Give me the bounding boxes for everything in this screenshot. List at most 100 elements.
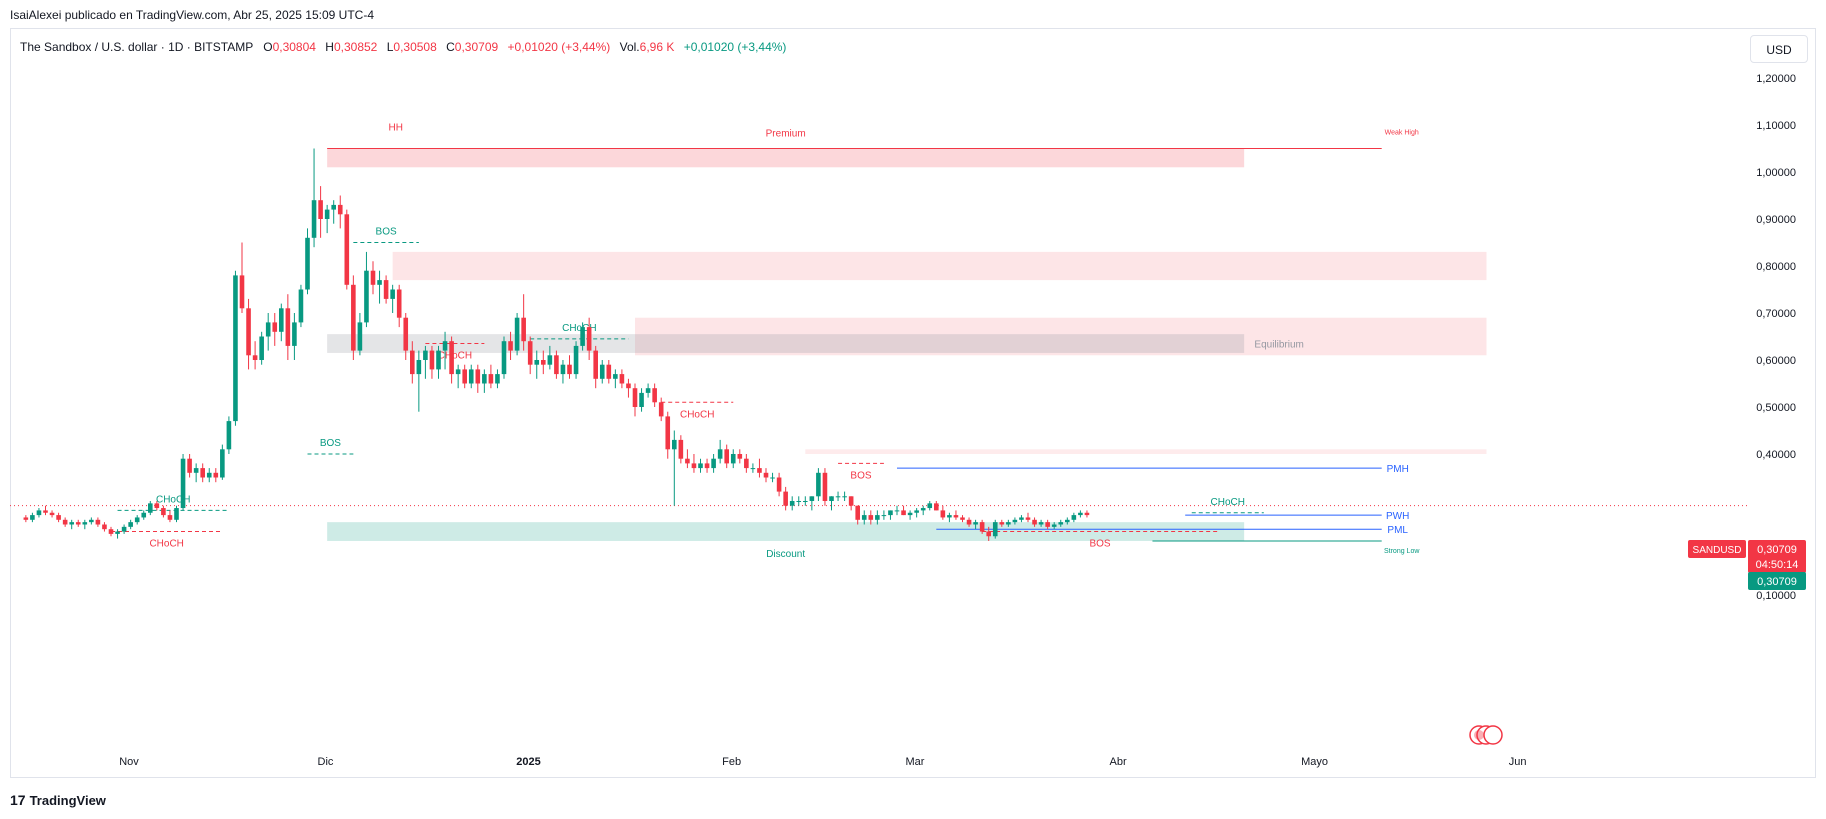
currency-button[interactable]: USD [1750,35,1808,63]
candle-body [377,280,382,285]
candle-body [324,209,330,219]
candle-body [482,374,487,384]
candle-body [822,472,828,501]
candle-body [1006,522,1011,525]
candle-body [1012,519,1018,523]
level-label-1: PMH [1387,464,1409,475]
candle-body [914,510,919,513]
candle-body [678,439,684,459]
candle-body [960,517,965,520]
candle-body [265,322,271,337]
candle-body [1078,512,1083,516]
structure-label-8: BOS [1089,539,1110,550]
candle-body [364,270,369,323]
candle-body [1038,522,1044,525]
candle-body [403,317,409,351]
legend-low-label: L [386,40,394,54]
symbol-badge-label: SANDUSD [1693,545,1742,556]
candle-body [645,388,651,393]
candle-body [711,458,716,469]
candle-body [311,200,317,238]
candle-body [468,369,474,384]
candle-body [999,522,1005,525]
candle-body [698,463,703,469]
candle-body [161,508,166,516]
candle-body [992,522,998,537]
candle-body [95,519,101,525]
candle-body [803,501,808,502]
candle-body [979,522,985,532]
candle-body [580,327,585,346]
candle-body [69,522,74,525]
candle-body [56,515,61,520]
candle-body [233,275,238,422]
level-label-4: Strong Low [1384,548,1420,555]
candle-body [848,496,854,506]
chart-frame[interactable] [10,28,1816,778]
candle-body [383,280,389,299]
x-tick-label: Mayo [1301,756,1328,768]
candle-body [920,508,926,511]
candle-body [462,369,467,384]
candle-body [1058,522,1064,525]
candle-body [888,510,893,516]
tradingview-logo-icon: 17 [10,792,26,808]
candle-body [626,383,631,389]
candle-body [632,388,638,407]
legend-symbol: The Sandbox / U.S. dollar · 1D · BITSTAM… [20,40,254,54]
level-label-3: PML [1387,525,1408,536]
candle-body [200,468,205,478]
candle-body [652,388,657,403]
zone-1 [392,251,1487,281]
candle-body [128,522,133,527]
zone-0 [327,148,1245,168]
candle-body [1065,519,1070,523]
structure-label-3: BOS [376,227,397,238]
candle-body [744,458,749,469]
candle-body [816,472,821,497]
candle-body [455,369,461,375]
candle-body [724,449,729,464]
candle-body [527,341,533,365]
legend-change: +0,01020 (+3,44%) [507,40,611,54]
candle-body [239,275,245,309]
legend-open-label: O [263,40,273,54]
candle-body [593,350,598,379]
structure-label-2: BOS [320,438,341,449]
candle-body [213,472,219,478]
candle-body [121,526,127,532]
candle-body [508,341,513,351]
candle-body [1025,517,1031,520]
last-price-label: 0,30709 [1757,576,1797,588]
symbol-badge [1688,540,1746,558]
candle-body [613,374,618,379]
candle-body [75,522,81,525]
zone-5 [327,522,1245,541]
candle-body [639,392,644,407]
candle-body [789,501,795,506]
candle-body [141,512,147,518]
candle-body [108,529,114,534]
tradingview-brand[interactable]: 17 TradingView [10,792,106,808]
zone-4 [805,449,1487,454]
candle-body [855,505,860,520]
candle-body [1045,522,1050,527]
candle-body [390,289,395,299]
candle-body [410,350,415,375]
candle-body [285,308,291,346]
candle-body [429,350,435,370]
us-flag-icon [1474,730,1484,740]
candle-body [685,458,690,464]
candle-body [495,374,500,384]
legend-volume-change: +0,01020 (+3,44%) [683,40,787,54]
candle-body [89,519,94,523]
candle-body [966,519,972,525]
legend-high-label: H [325,40,334,54]
candle-body [1051,524,1057,527]
y-tick-label: 1,20000 [1756,73,1796,85]
candle-body [927,503,933,509]
candle-body [881,515,887,517]
y-tick-label: 0,10000 [1756,590,1796,602]
candle-body [305,237,310,290]
